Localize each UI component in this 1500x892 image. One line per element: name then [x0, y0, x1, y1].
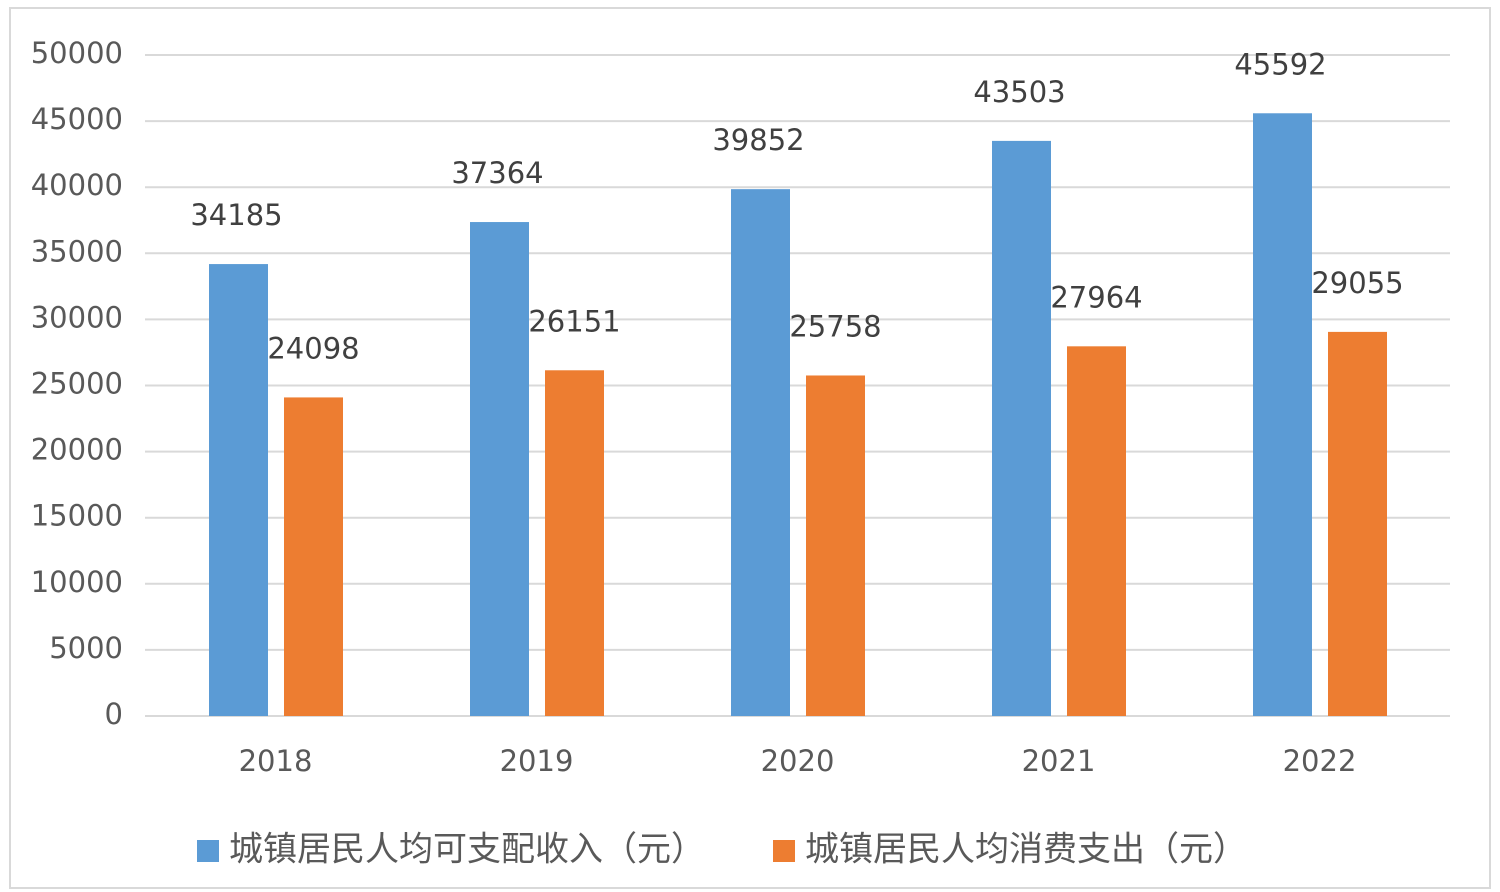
bar [545, 370, 604, 716]
x-tick-label: 2022 [1283, 744, 1357, 778]
value-label: 37364 [451, 156, 543, 190]
y-tick-label: 15000 [31, 499, 123, 533]
bar [1067, 346, 1126, 716]
y-tick-label: 45000 [31, 102, 123, 136]
y-tick-label: 5000 [49, 631, 123, 665]
y-tick-label: 25000 [31, 367, 123, 401]
y-tick-label: 40000 [31, 168, 123, 202]
y-tick-label: 30000 [31, 300, 123, 334]
legend-swatch [773, 840, 795, 862]
value-label: 29055 [1311, 266, 1403, 300]
bar [992, 140, 1051, 717]
value-label: 45592 [1234, 47, 1326, 81]
y-tick-label: 50000 [31, 36, 123, 70]
legend-label: 城镇居民人均消费支出（元） [805, 830, 1247, 870]
bar [1328, 331, 1387, 716]
bar [806, 375, 865, 716]
y-tick-label: 20000 [31, 433, 123, 467]
bar [470, 222, 529, 716]
legend-swatch [197, 840, 219, 862]
x-tick-label: 2019 [500, 744, 574, 778]
y-tick-label: 0 [105, 697, 123, 731]
value-label: 34185 [190, 198, 282, 232]
bar [731, 189, 790, 716]
legend-label: 城镇居民人均可支配收入（元） [229, 830, 705, 870]
x-tick-label: 2018 [239, 744, 313, 778]
bar [284, 397, 343, 716]
value-label: 25758 [789, 309, 881, 343]
value-label: 26151 [528, 304, 620, 338]
x-tick-label: 2020 [761, 744, 835, 778]
y-tick-label: 10000 [31, 565, 123, 599]
bar [1253, 113, 1312, 717]
value-label: 39852 [712, 123, 804, 157]
value-label: 43503 [973, 75, 1065, 109]
bar [209, 264, 268, 716]
y-tick-label: 35000 [31, 234, 123, 268]
value-label: 27964 [1050, 280, 1142, 314]
x-tick-label: 2021 [1022, 744, 1096, 778]
value-label: 24098 [267, 331, 359, 365]
